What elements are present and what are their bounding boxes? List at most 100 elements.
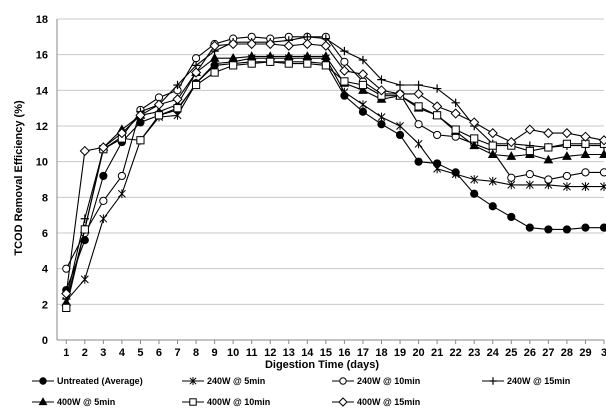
legend-item: 240W @ 15min xyxy=(482,376,570,386)
series-line xyxy=(65,36,604,269)
series-6 xyxy=(61,38,606,299)
data-point xyxy=(99,214,108,224)
x-axis-title: Digestion Time (days) xyxy=(265,359,379,371)
data-point xyxy=(600,182,606,192)
data-point xyxy=(470,189,479,198)
x-tick-label: 24 xyxy=(487,347,500,359)
data-point xyxy=(339,377,347,385)
legend-item: 240W @ 5min xyxy=(182,376,265,386)
legend-item: 240W @ 10min xyxy=(332,376,420,386)
data-point xyxy=(470,134,479,143)
data-point xyxy=(599,223,606,232)
x-tick-label: 13 xyxy=(283,347,295,359)
x-tick-label: 16 xyxy=(338,347,350,359)
data-point xyxy=(283,51,294,60)
data-point xyxy=(358,100,367,109)
data-point xyxy=(469,140,480,150)
data-point xyxy=(209,53,220,62)
data-point xyxy=(414,157,423,166)
data-point xyxy=(562,151,572,160)
data-point xyxy=(451,125,460,134)
data-point xyxy=(581,168,590,177)
data-point xyxy=(506,151,517,160)
x-tick-label: 26 xyxy=(524,347,536,359)
data-point xyxy=(228,38,239,50)
data-point xyxy=(190,67,202,78)
data-point xyxy=(451,169,460,179)
data-point xyxy=(340,57,349,66)
data-point xyxy=(191,54,201,63)
x-tick-label: 27 xyxy=(542,347,554,359)
data-point xyxy=(562,225,572,234)
data-point xyxy=(394,88,406,100)
data-point xyxy=(321,61,330,70)
data-point xyxy=(80,225,89,234)
data-point xyxy=(265,38,276,50)
x-tick-label: 11 xyxy=(246,347,258,359)
data-point xyxy=(99,196,108,205)
data-point xyxy=(507,173,516,182)
data-point xyxy=(79,145,90,157)
legend-label: 400W @ 5min xyxy=(57,397,115,407)
y-tick-label: 2 xyxy=(42,299,48,311)
data-point xyxy=(266,57,275,66)
data-point xyxy=(598,135,606,146)
data-point xyxy=(395,80,405,90)
data-point xyxy=(487,128,498,139)
x-tick-label: 25 xyxy=(505,347,517,359)
data-point xyxy=(396,121,404,131)
series-line xyxy=(65,43,605,294)
series-line xyxy=(65,55,604,303)
series-line xyxy=(65,61,604,291)
data-point xyxy=(580,149,591,159)
data-point xyxy=(173,104,182,113)
data-point xyxy=(377,75,386,84)
data-point xyxy=(544,143,553,152)
data-point xyxy=(432,101,443,112)
data-point xyxy=(525,223,534,232)
x-tick-label: 28 xyxy=(561,347,573,359)
axes xyxy=(56,19,605,344)
data-point xyxy=(189,398,197,406)
data-point xyxy=(450,108,461,119)
x-tick-label: 7 xyxy=(174,347,180,359)
data-point xyxy=(338,397,348,407)
data-point xyxy=(414,80,423,90)
x-tick-label: 17 xyxy=(357,347,369,359)
data-point xyxy=(395,130,405,140)
grid-lines xyxy=(57,18,604,305)
data-point xyxy=(433,111,442,120)
x-tick-label: 18 xyxy=(375,347,387,359)
legend-item: Untreated (Average) xyxy=(32,376,143,386)
x-tick-label: 8 xyxy=(193,347,199,359)
data-point xyxy=(507,212,516,222)
series-0 xyxy=(62,57,606,295)
x-tick-label: 12 xyxy=(264,347,276,359)
data-point xyxy=(339,65,350,76)
x-tick-labels: 1 2 3 4 5 6 7 8 9 10 11 12 13 14 15 16 17 18 19 20 21 22 23 24 2… xyxy=(63,347,606,359)
data-point xyxy=(433,130,442,140)
data-point xyxy=(39,377,47,385)
data-point xyxy=(414,120,423,129)
x-tick-label: 1 xyxy=(63,347,69,359)
data-point xyxy=(469,117,480,128)
y-tick-label: 4 xyxy=(42,264,49,276)
x-tick-label: 6 xyxy=(156,347,162,359)
data-point xyxy=(543,128,554,139)
legend-label: 240W @ 10min xyxy=(357,376,420,386)
data-point xyxy=(135,110,146,121)
data-point xyxy=(61,288,72,299)
data-point xyxy=(544,175,553,184)
data-point xyxy=(488,202,497,211)
x-tick-label: 3 xyxy=(601,347,606,359)
data-point xyxy=(62,303,71,312)
data-point xyxy=(580,131,591,142)
data-point xyxy=(414,102,423,111)
data-point xyxy=(173,110,182,120)
data-point xyxy=(357,69,369,80)
data-point xyxy=(117,189,126,199)
series-group xyxy=(61,32,606,312)
data-point xyxy=(561,128,573,139)
legend-item: 400W @ 5min xyxy=(32,397,115,407)
